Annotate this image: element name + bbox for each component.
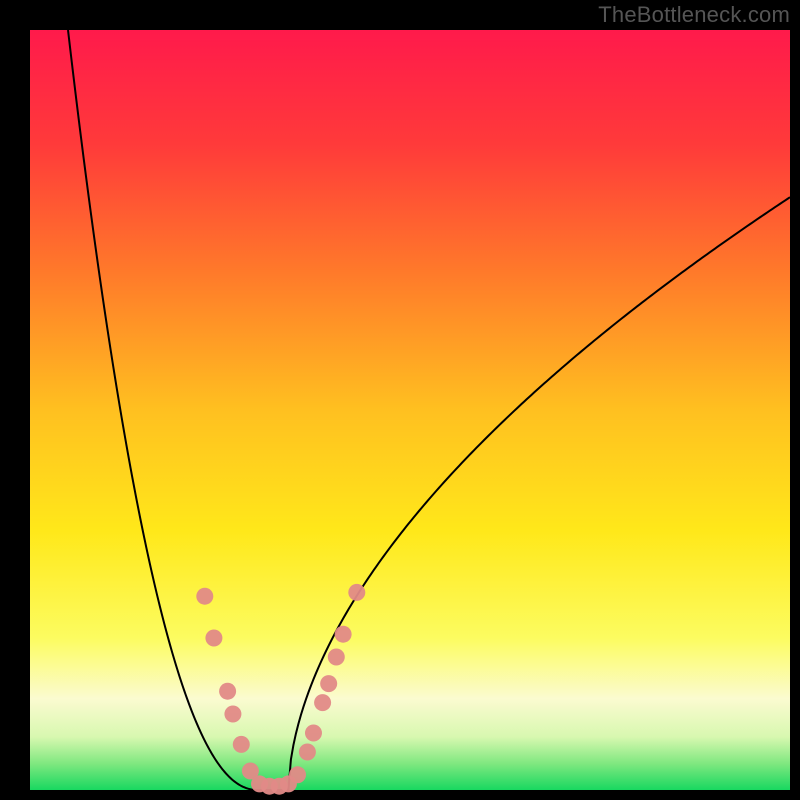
marker-point <box>335 626 352 643</box>
marker-point <box>224 706 241 723</box>
marker-point <box>196 588 213 605</box>
chart-container: TheBottleneck.com <box>0 0 800 800</box>
marker-point <box>219 683 236 700</box>
marker-point <box>289 766 306 783</box>
marker-point <box>205 630 222 647</box>
marker-point <box>328 649 345 666</box>
marker-point <box>233 736 250 753</box>
marker-point <box>314 694 331 711</box>
plot-background <box>30 30 790 790</box>
marker-point <box>305 725 322 742</box>
watermark-text: TheBottleneck.com <box>598 2 790 28</box>
marker-point <box>320 675 337 692</box>
bottleneck-chart <box>0 0 800 800</box>
marker-point <box>299 744 316 761</box>
marker-point <box>348 584 365 601</box>
